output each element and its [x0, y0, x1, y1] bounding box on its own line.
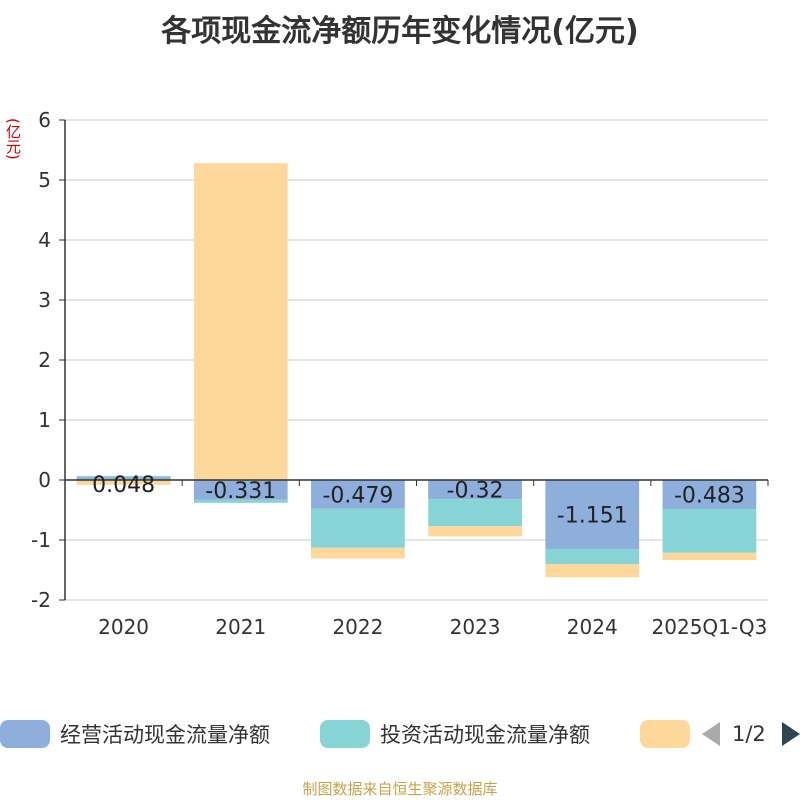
bar-segment: [311, 480, 405, 509]
bar-segment: [662, 508, 757, 553]
x-tick-label: 2022: [332, 615, 383, 639]
bar-segment: [76, 475, 171, 478]
data-label: -0.331: [205, 479, 276, 504]
y-tick-label: 0: [38, 468, 51, 492]
bar-segment: [428, 526, 522, 537]
y-tick-label: 1: [38, 408, 51, 432]
data-label: -0.479: [322, 483, 393, 508]
y-tick-label: 5: [38, 168, 51, 192]
legend-item-operating[interactable]: 经营活动现金流量净额: [0, 719, 270, 749]
legend-swatch-operating: [0, 720, 50, 748]
bar-segment: [311, 547, 405, 559]
legend-label-investing: 投资活动现金流量净额: [380, 723, 590, 747]
y-tick-label: 6: [38, 108, 51, 132]
legend-pager: 1/2: [702, 718, 800, 750]
y-tick-label: -1: [31, 528, 51, 552]
bar-segment: [428, 499, 522, 527]
y-tick-label: 2: [38, 348, 51, 372]
bar-segment: [428, 480, 522, 500]
data-label: 0.048: [92, 473, 155, 498]
x-tick-label: 2021: [215, 615, 266, 639]
y-tick-label: 3: [38, 288, 51, 312]
bar-segment: [193, 163, 288, 480]
bar-segment: [76, 477, 171, 480]
legend-next-page-icon[interactable]: [782, 722, 800, 746]
bar-segment: [545, 564, 640, 578]
bar-segment: [193, 480, 288, 500]
bar-segment: [545, 480, 640, 550]
y-tick-label: -2: [31, 588, 51, 612]
x-tick-label: 2025Q1-Q3: [652, 615, 768, 639]
bar-segment: [311, 508, 405, 548]
legend-item-financing[interactable]: [640, 719, 690, 749]
x-tick-label: 2020: [98, 615, 149, 639]
bar-segment: [545, 549, 640, 565]
y-axis-unit: (亿元): [4, 118, 22, 160]
x-tick-label: 2023: [450, 615, 501, 639]
bar-segment: [662, 552, 757, 560]
data-source-note: 制图数据来自恒生聚源数据库: [302, 780, 498, 798]
legend-label-operating: 经营活动现金流量净额: [60, 723, 270, 747]
bar-segment: [662, 480, 757, 509]
legend-page-indicator: 1/2: [732, 722, 766, 746]
legend-item-investing[interactable]: 投资活动现金流量净额: [320, 719, 590, 749]
bar-segment: [76, 480, 171, 485]
chart-title: 各项现金流净额历年变化情况(亿元): [161, 14, 639, 49]
data-label: -0.483: [674, 483, 745, 508]
legend-swatch-financing: [640, 720, 690, 748]
y-tick-label: 4: [38, 228, 51, 252]
legend-swatch-investing: [320, 720, 370, 748]
data-label: -1.151: [557, 504, 628, 529]
x-tick-label: 2024: [567, 615, 618, 639]
bar-segment: [193, 499, 288, 503]
data-label: -0.32: [447, 479, 504, 504]
legend-prev-page-icon[interactable]: [702, 722, 720, 746]
